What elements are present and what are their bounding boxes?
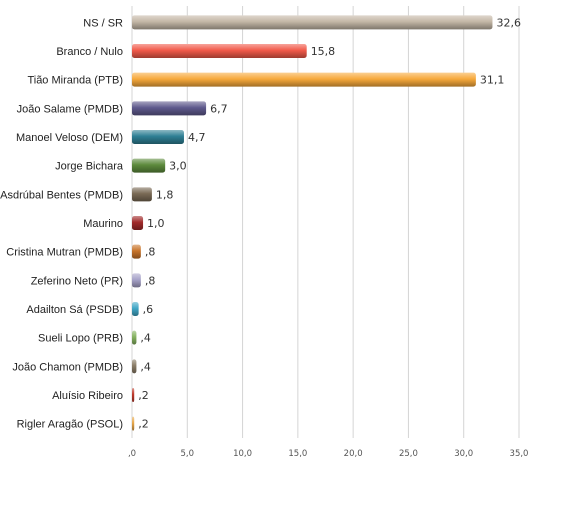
bar [132,216,144,230]
value-labels: 32,6 15,8 31,1 6,7 4,7 3,0 1,8 1,0 ,8 ,8 ,6 ,4 ,4 ,2,… [138,16,521,430]
bar [132,273,141,288]
bar [132,388,135,402]
x-tick-label: 35,0 [510,449,529,459]
category-label: Rigler Aragão (PSOL) [17,419,123,431]
value-label: ,4 [140,332,151,345]
bar [132,72,476,87]
value-label: 32,6 [496,16,521,29]
category-label: Branco / Nulo [56,46,123,58]
category-label: Aluísio Ribeiro [52,390,123,402]
category-label: Asdrúbal Bentes (PMDB) [0,189,123,201]
category-label: Maurino [83,218,123,230]
value-label: ,8 [145,246,156,259]
value-label: ,8 [145,274,156,287]
category-label: Adailton Sá (PSDB) [26,304,123,316]
bar [132,158,166,173]
category-label: Sueli Lopo (PRB) [38,333,123,345]
category-label: Cristina Mutran (PMDB) [6,247,123,259]
gridlines [131,6,520,438]
bar [132,101,207,116]
bar [132,15,493,30]
bar [132,130,184,144]
bar [132,187,152,202]
category-labels: NS / SR Branco / Nulo Tião Miranda (PTB) Jo… [0,17,124,430]
category-label: Tião Miranda (PTB) [27,75,123,87]
value-label: 3,0 [169,160,187,173]
x-axis-ticks: ,0 5,0 10,0 15,0 20,0 25,0 30,0 35,0 [128,449,529,459]
bar [132,302,139,316]
x-tick-label: 10,0 [233,449,252,459]
value-label: 1,8 [156,188,174,201]
bar [132,44,307,58]
value-label: 15,8 [311,45,336,58]
category-label: João Chamon (PMDB) [12,361,123,373]
bar [132,416,135,431]
x-tick-label: 5,0 [181,449,195,459]
x-tick-label: 20,0 [344,449,363,459]
category-label: Zeferino Neto (PR) [31,275,123,287]
bar [132,359,137,374]
bar [132,330,137,345]
x-tick-label: ,0 [128,449,136,459]
x-tick-label: 30,0 [454,449,473,459]
value-label: 31,1 [480,74,505,87]
category-label: NS / SR [83,17,123,29]
value-label: ,4 [140,360,151,373]
value-label: 4,7 [188,131,206,144]
value-label: ,2 [138,418,149,431]
bars [132,15,493,431]
value-label: ,6 [143,303,154,316]
x-tick-label: 25,0 [399,449,418,459]
value-label: 1,0 [147,217,165,230]
x-tick-label: 15,0 [288,449,307,459]
category-label: Jorge Bichara [55,161,124,173]
bar [132,244,141,259]
value-label: 6,7 [210,102,228,115]
value-label: ,2 [138,389,149,402]
category-label: João Salame (PMDB) [17,103,123,115]
category-label: Manoel Veloso (DEM) [16,132,123,144]
